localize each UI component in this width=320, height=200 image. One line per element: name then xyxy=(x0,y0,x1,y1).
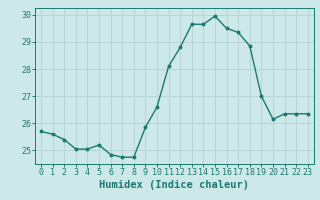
X-axis label: Humidex (Indice chaleur): Humidex (Indice chaleur) xyxy=(100,180,249,190)
